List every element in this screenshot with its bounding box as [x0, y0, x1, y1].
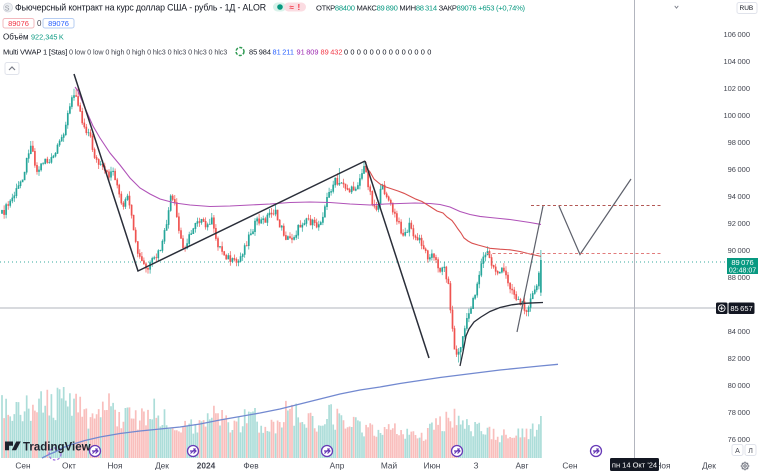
svg-text:Ноя: Ноя — [107, 461, 122, 471]
svg-text:88 000: 88 000 — [728, 273, 750, 282]
svg-text:Объём: Объём — [3, 33, 29, 42]
svg-text:85 984: 85 984 — [249, 48, 271, 57]
svg-text:Сен: Сен — [15, 461, 30, 471]
svg-text:102 000: 102 000 — [723, 84, 750, 93]
svg-text:78 000: 78 000 — [728, 408, 750, 417]
svg-text:Авг: Авг — [516, 461, 529, 471]
svg-text:96 000: 96 000 — [728, 165, 750, 174]
svg-text:пн 14 Окт '24: пн 14 Окт '24 — [612, 460, 657, 469]
svg-text:Ноя: Ноя — [655, 461, 670, 471]
svg-text:84 000: 84 000 — [728, 327, 750, 336]
svg-text:81 211: 81 211 — [273, 48, 294, 57]
svg-text:TradingView: TradingView — [23, 442, 91, 454]
svg-text:А: А — [735, 448, 740, 455]
svg-text:Апр: Апр — [330, 461, 345, 471]
svg-text:S: S — [5, 5, 10, 12]
svg-text:80 000: 80 000 — [728, 381, 750, 390]
svg-text:89 432: 89 432 — [321, 48, 343, 57]
svg-text:Дек: Дек — [702, 461, 716, 471]
svg-text:94 000: 94 000 — [728, 192, 750, 201]
svg-text:0: 0 — [37, 19, 42, 28]
svg-text:922,345 K: 922,345 K — [31, 33, 64, 42]
svg-text:89076: 89076 — [8, 19, 29, 28]
svg-text:!: ! — [298, 3, 301, 12]
svg-text:ОТКР88400 МАКС89 890 МИН88 3: ОТКР88400 МАКС89 890 МИН88 314 ЗАКР89076… — [316, 3, 526, 12]
svg-text:Фьючерсный контракт на курс до: Фьючерсный контракт на курс доллар США -… — [15, 3, 266, 13]
svg-text:92 000: 92 000 — [728, 219, 750, 228]
svg-text:Май: Май — [381, 461, 398, 471]
svg-text:89076: 89076 — [48, 19, 69, 28]
svg-text:106 000: 106 000 — [723, 30, 750, 39]
svg-text:0 low 0 low 0 high 0 high 0 hl: 0 low 0 low 0 high 0 high 0 hlc3 0 hlc3 … — [69, 48, 227, 57]
svg-text:90 000: 90 000 — [728, 246, 750, 255]
svg-text:89 076: 89 076 — [731, 258, 753, 267]
svg-text:З: З — [473, 461, 478, 471]
svg-text:RUB: RUB — [740, 5, 754, 12]
svg-text:Фев: Фев — [243, 461, 259, 471]
svg-text:82 000: 82 000 — [728, 354, 750, 363]
svg-text:Дек: Дек — [155, 461, 169, 471]
svg-text:2024: 2024 — [197, 461, 216, 471]
svg-text:Окт: Окт — [62, 461, 76, 471]
svg-text:≈: ≈ — [290, 3, 295, 12]
svg-text:91 809: 91 809 — [297, 48, 319, 57]
svg-text:02:48:07: 02:48:07 — [729, 267, 756, 274]
svg-text:104 000: 104 000 — [723, 57, 750, 66]
svg-text:Сен: Сен — [562, 461, 577, 471]
svg-text:Л: Л — [748, 448, 753, 455]
svg-text:Multi VWAP 1 [Stas]: Multi VWAP 1 [Stas] — [3, 48, 67, 57]
svg-text:76 000: 76 000 — [728, 435, 750, 444]
svg-text:85 657: 85 657 — [730, 304, 752, 313]
svg-text:98 000: 98 000 — [728, 138, 750, 147]
svg-text:Июн: Июн — [424, 461, 441, 471]
svg-text:100 000: 100 000 — [723, 111, 750, 120]
